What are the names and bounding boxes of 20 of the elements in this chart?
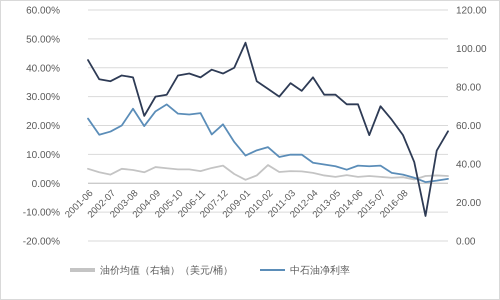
- y2-tick-label: 0.00: [456, 236, 476, 248]
- y-tick-label: 60.00%: [26, 6, 60, 16]
- y2-tick-label: 120.00: [456, 6, 488, 16]
- y2-tick-label: 40.00: [456, 160, 482, 170]
- y2-tick-label: 20.00: [456, 198, 482, 209]
- y-tick-label: 10.00%: [26, 150, 60, 161]
- y-tick-label: 20.00%: [26, 121, 60, 132]
- y-tick-label: 50.00%: [26, 34, 60, 46]
- y2-tick-label: 80.00: [456, 82, 482, 94]
- y-tick-label: -10.00%: [22, 208, 60, 219]
- legend-label: 油价均值（右轴）（美元/桶）: [100, 264, 233, 276]
- line-series: [87, 164, 449, 181]
- y2-tick-label: 100.00: [456, 44, 488, 55]
- y-tick-label: 0.00%: [32, 178, 60, 190]
- legend-label: 中石油净利率: [290, 264, 350, 276]
- y-tick-label: 40.00%: [26, 63, 60, 74]
- y-tick-label: -20.00%: [22, 236, 60, 248]
- y-tick-label: 30.00%: [26, 92, 60, 104]
- y2-tick-label: 60.00: [456, 121, 482, 132]
- line-series: [87, 104, 449, 183]
